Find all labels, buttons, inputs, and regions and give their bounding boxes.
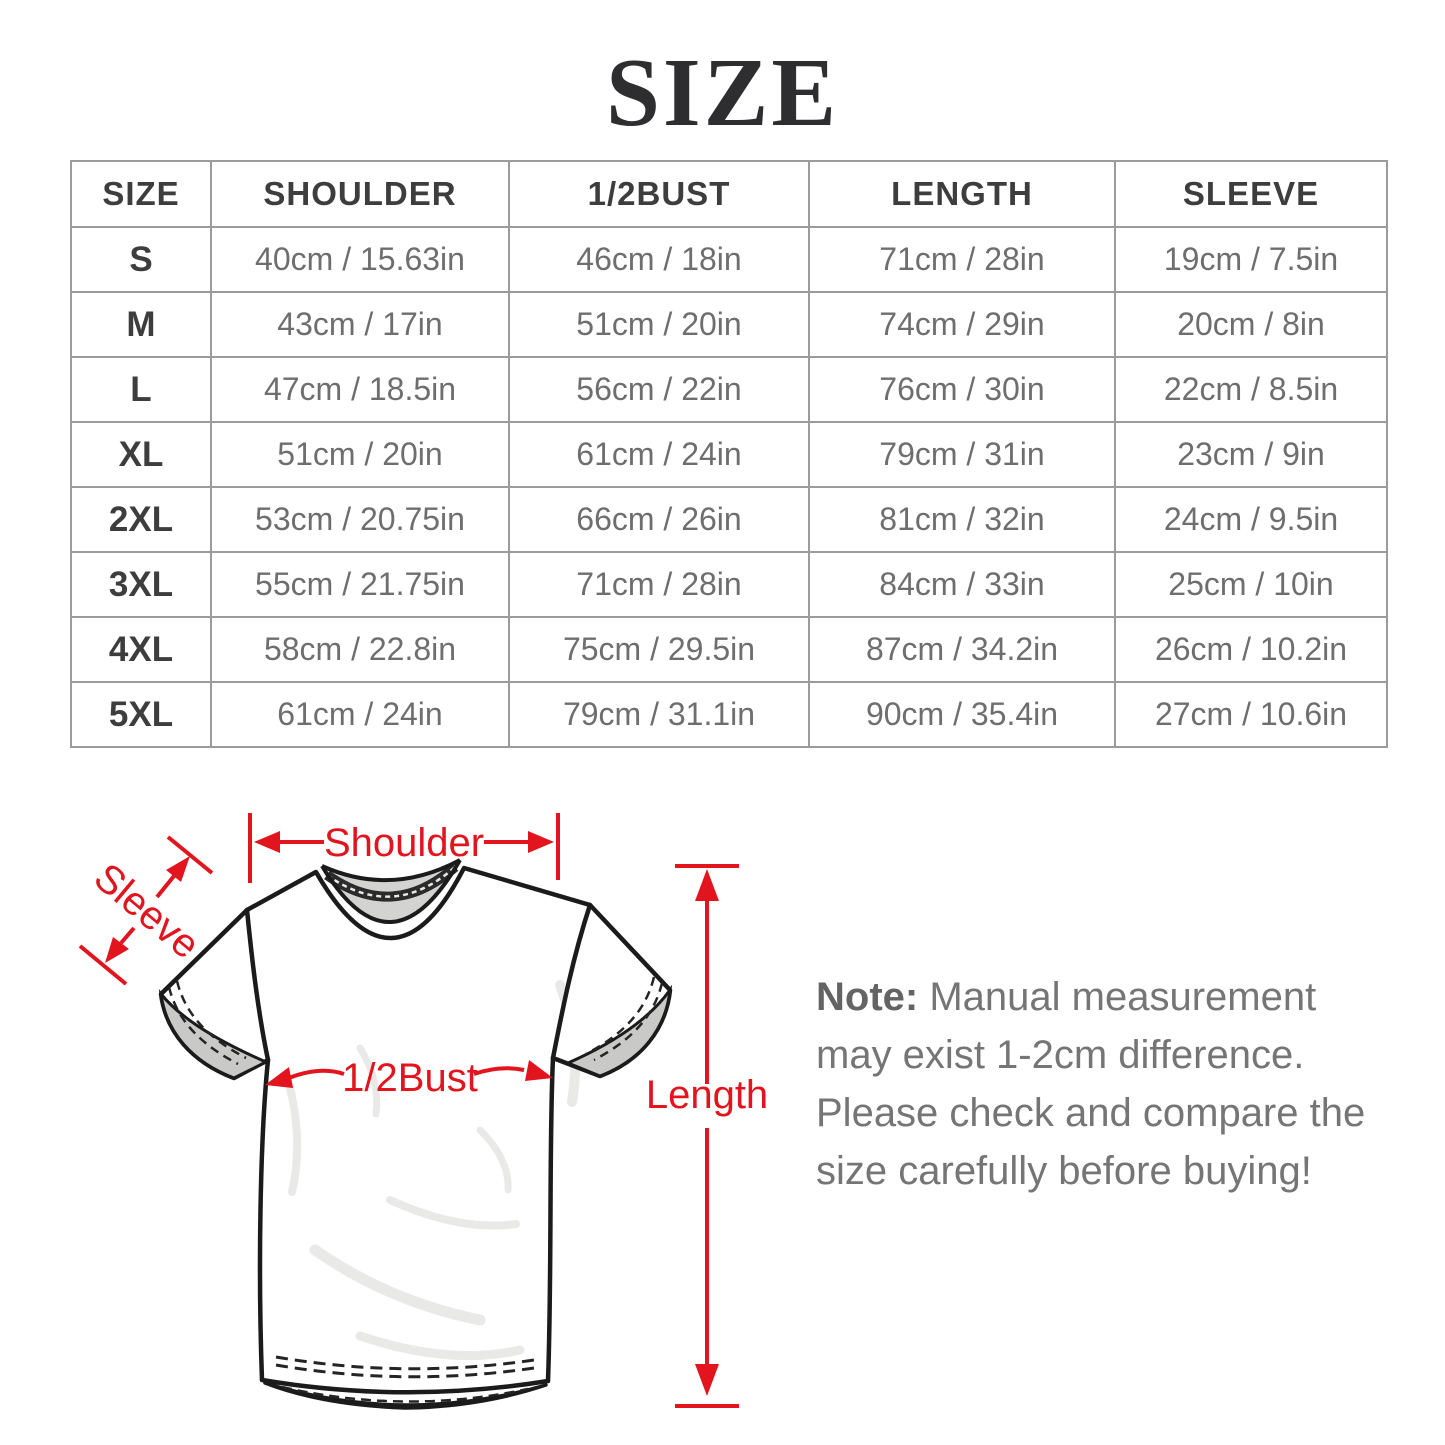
length-value: 87cm / 34.2in — [808, 616, 1116, 683]
size-table: SIZE SHOULDER 1/2BUST LENGTH SLEEVE S 40… — [70, 160, 1388, 748]
table-row-m: M 43cm / 17in 51cm / 20in 74cm / 29in 20… — [70, 291, 1388, 358]
bust-value: 75cm / 29.5in — [508, 616, 810, 683]
size-label: S — [70, 226, 212, 293]
length-value: 84cm / 33in — [808, 551, 1116, 618]
shoulder-value: 61cm / 24in — [210, 681, 510, 748]
length-annotation: Length — [646, 864, 768, 1408]
length-value: 90cm / 35.4in — [808, 681, 1116, 748]
bust-value: 61cm / 24in — [508, 421, 810, 488]
length-value: 81cm / 32in — [808, 486, 1116, 553]
bust-value: 51cm / 20in — [508, 291, 810, 358]
shoulder-label: Shoulder — [324, 821, 484, 865]
shoulder-value: 53cm / 20.75in — [210, 486, 510, 553]
shoulder-value: 55cm / 21.75in — [210, 551, 510, 618]
length-value: 79cm / 31in — [808, 421, 1116, 488]
table-row-4xl: 4XL 58cm / 22.8in 75cm / 29.5in 87cm / 3… — [70, 616, 1388, 683]
size-label: 4XL — [70, 616, 212, 683]
wrinkle-shading — [284, 980, 581, 1361]
column-header-bust: 1/2BUST — [508, 160, 810, 228]
note-prefix: Note: — [816, 975, 919, 1019]
column-header-sleeve: SLEEVE — [1114, 160, 1388, 228]
sleeve-value: 25cm / 10in — [1114, 551, 1388, 618]
bust-value: 66cm / 26in — [508, 486, 810, 553]
bust-value: 71cm / 28in — [508, 551, 810, 618]
bust-label: 1/2Bust — [342, 1056, 478, 1100]
shoulder-value: 47cm / 18.5in — [210, 356, 510, 423]
shoulder-value: 40cm / 15.63in — [210, 226, 510, 293]
size-label: 5XL — [70, 681, 212, 748]
table-row-2xl: 2XL 53cm / 20.75in 66cm / 26in 81cm / 32… — [70, 486, 1388, 553]
table-row-5xl: 5XL 61cm / 24in 79cm / 31.1in 90cm / 35.… — [70, 681, 1388, 748]
collar — [320, 858, 462, 924]
length-value: 74cm / 29in — [808, 291, 1116, 358]
left-cuff-stitching — [167, 980, 247, 1066]
table-row-l: L 47cm / 18.5in 56cm / 22in 76cm / 30in … — [70, 356, 1388, 423]
note-text: Note: Manual measurement may exist 1-2cm… — [816, 968, 1394, 1200]
shoulder-annotation: Shoulder — [248, 813, 560, 883]
table-row-s: S 40cm / 15.63in 46cm / 18in 71cm / 28in… — [70, 226, 1388, 293]
size-label: L — [70, 356, 212, 423]
sleeve-value: 27cm / 10.6in — [1114, 681, 1388, 748]
sleeve-value: 26cm / 10.2in — [1114, 616, 1388, 683]
length-label: Length — [646, 1073, 768, 1117]
column-header-shoulder: SHOULDER — [210, 160, 510, 228]
bust-value: 56cm / 22in — [508, 356, 810, 423]
table-header-row: SIZE SHOULDER 1/2BUST LENGTH SLEEVE — [70, 160, 1388, 228]
table-row-3xl: 3XL 55cm / 21.75in 71cm / 28in 84cm / 33… — [70, 551, 1388, 618]
sleeve-value: 22cm / 8.5in — [1114, 356, 1388, 423]
page-title: SIZE — [605, 39, 840, 146]
size-label: 2XL — [70, 486, 212, 553]
size-label: M — [70, 291, 212, 358]
column-header-size: SIZE — [70, 160, 212, 228]
hem-stitching — [275, 1355, 535, 1403]
tshirt-drawing — [158, 858, 673, 1410]
bust-value: 46cm / 18in — [508, 226, 810, 293]
size-label: XL — [70, 421, 212, 488]
shoulder-value: 51cm / 20in — [210, 421, 510, 488]
sleeve-value: 19cm / 7.5in — [1114, 226, 1388, 293]
sleeve-value: 24cm / 9.5in — [1114, 486, 1388, 553]
table-row-xl: XL 51cm / 20in 61cm / 24in 79cm / 31in 2… — [70, 421, 1388, 488]
tshirt-measurement-diagram: Shoulder Sleeve 1/2Bust — [78, 813, 768, 1410]
column-header-length: LENGTH — [808, 160, 1116, 228]
size-label: 3XL — [70, 551, 212, 618]
sleeve-label: Sleeve — [86, 855, 208, 967]
note-body: Manual measurement may exist 1-2cm diffe… — [816, 975, 1366, 1193]
sleeve-value: 23cm / 9in — [1114, 421, 1388, 488]
bust-value: 79cm / 31.1in — [508, 681, 810, 748]
shoulder-value: 43cm / 17in — [210, 291, 510, 358]
length-value: 76cm / 30in — [808, 356, 1116, 423]
shoulder-value: 58cm / 22.8in — [210, 616, 510, 683]
bust-annotation: 1/2Bust — [265, 1056, 553, 1100]
right-cuff-stitching — [585, 976, 664, 1062]
sleeve-value: 20cm / 8in — [1114, 291, 1388, 358]
length-value: 71cm / 28in — [808, 226, 1116, 293]
